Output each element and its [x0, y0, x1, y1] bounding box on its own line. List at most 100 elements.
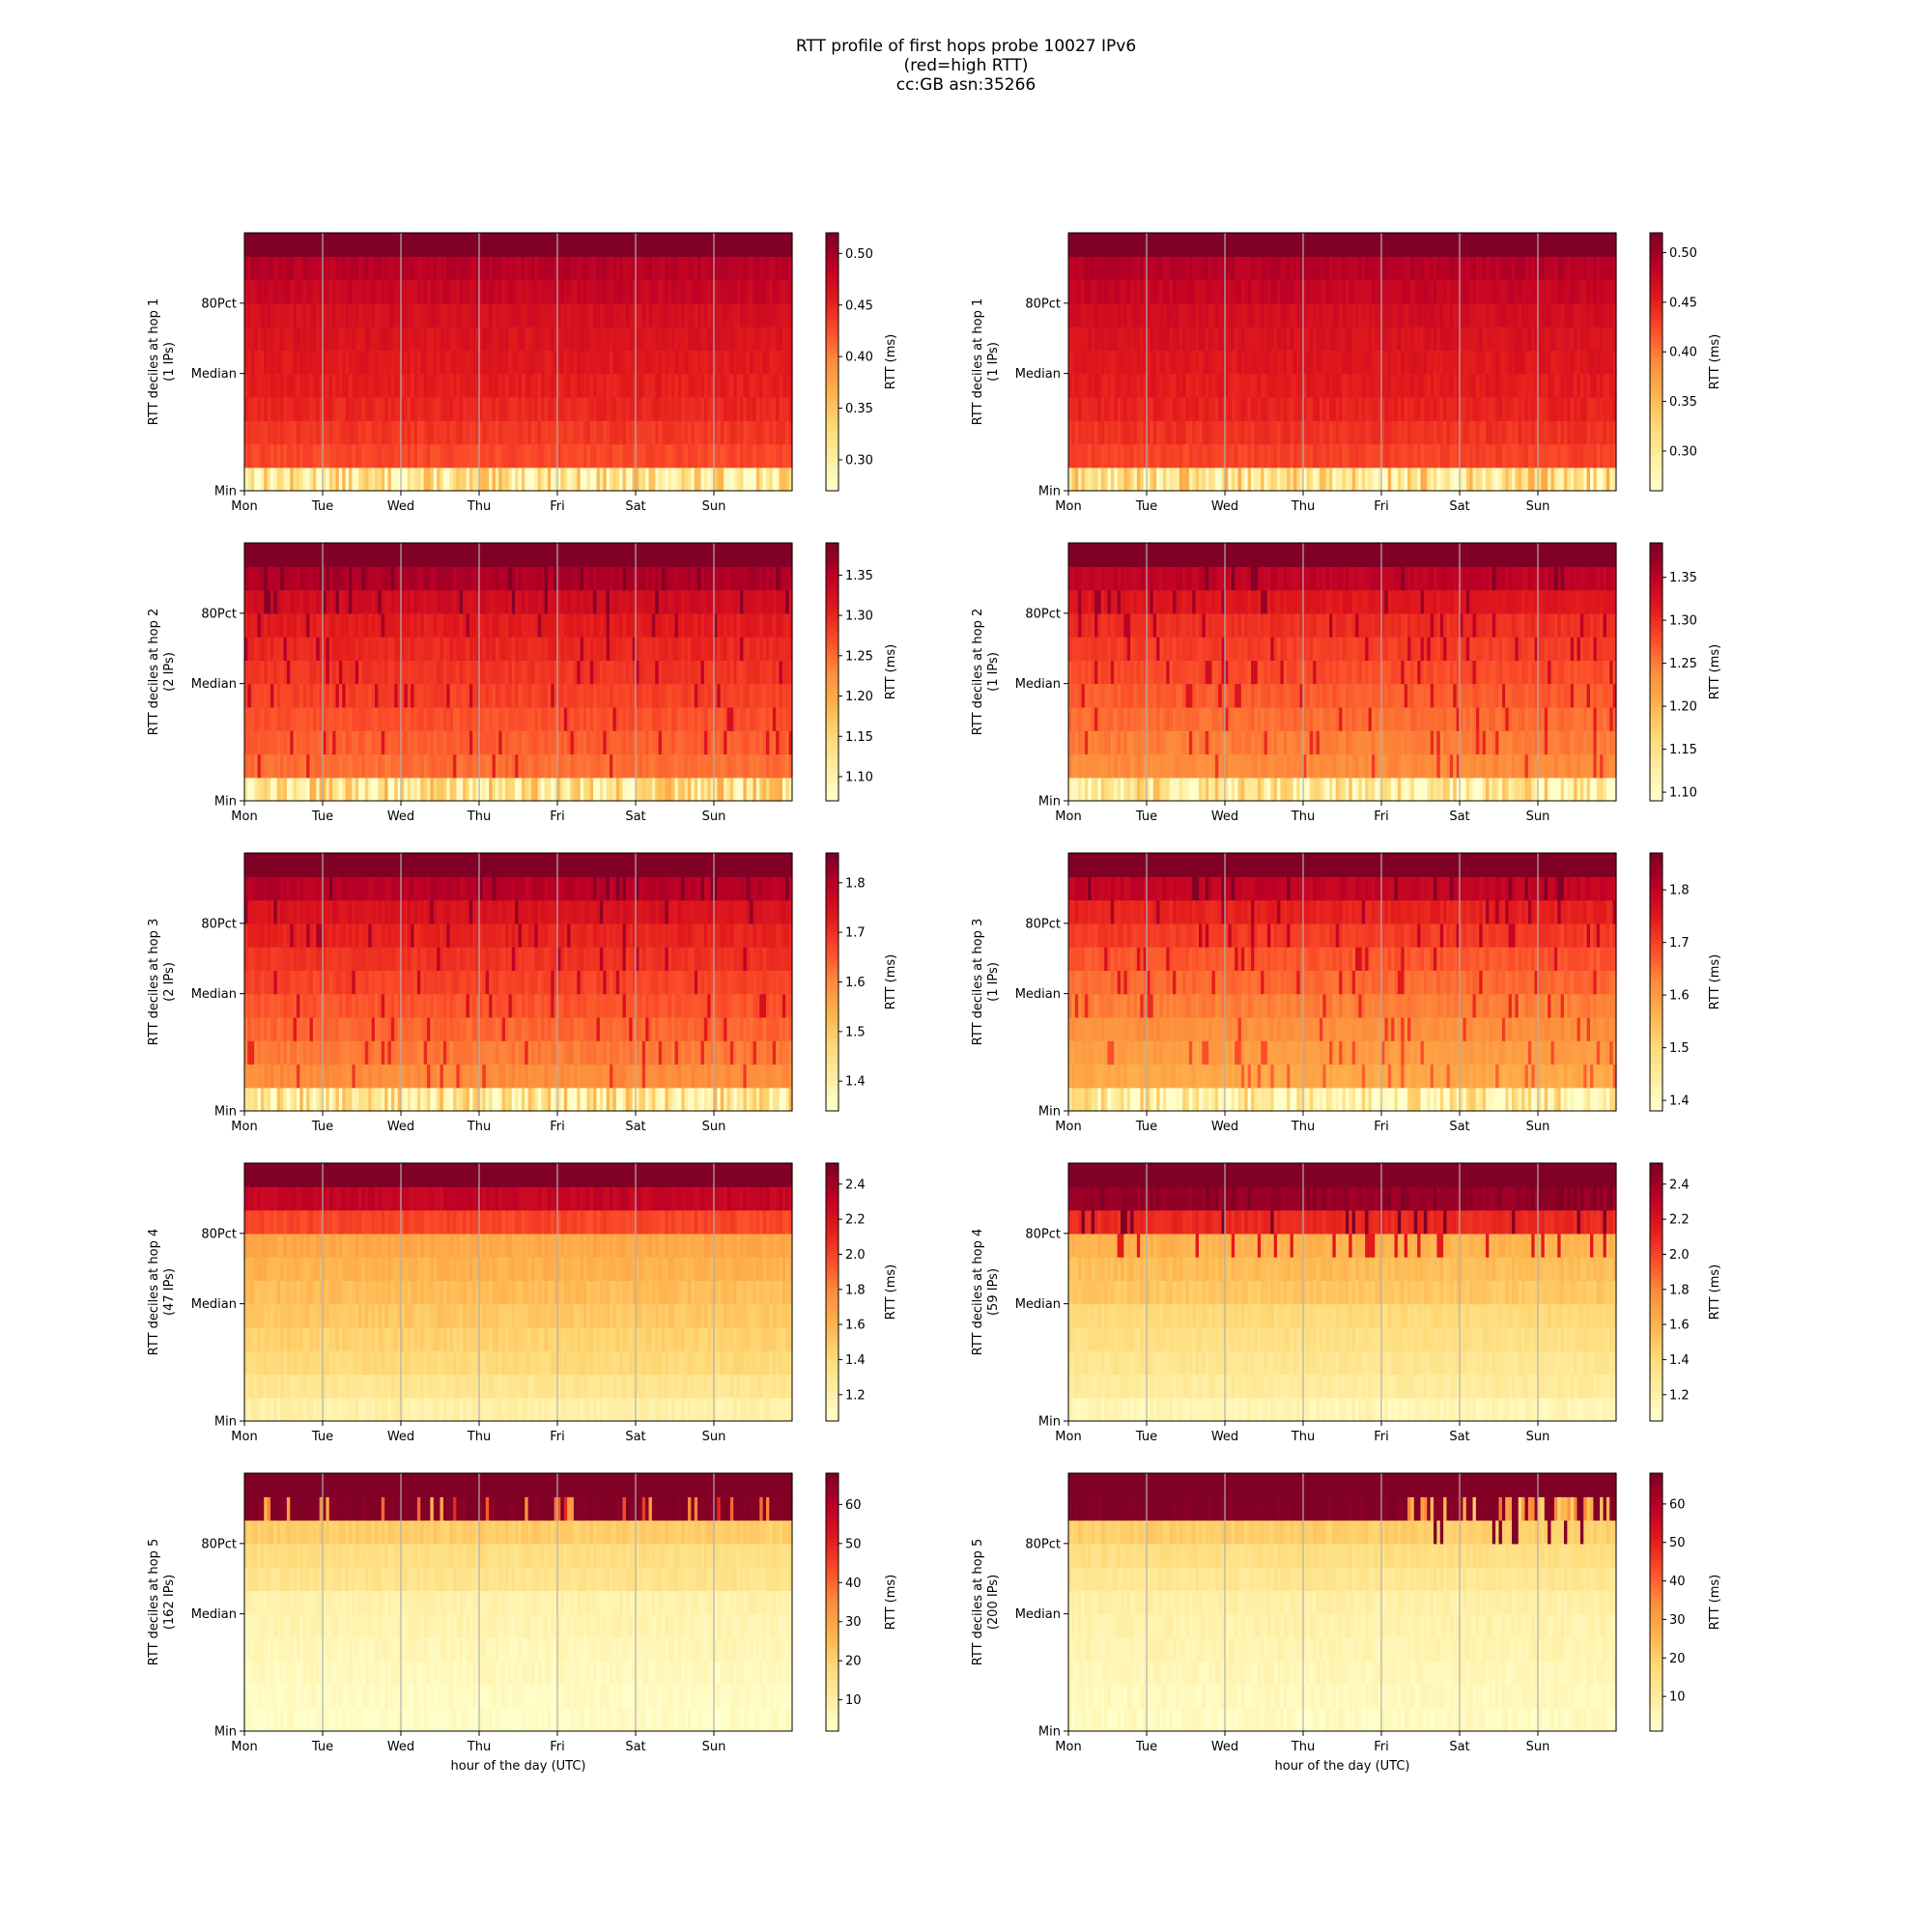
heatmap-cell: [1319, 420, 1323, 445]
heatmap-cell: [1365, 467, 1370, 492]
heatmap-cell: [583, 279, 587, 304]
heatmap-cell: [1121, 327, 1124, 351]
heatmap-cell: [1266, 302, 1271, 327]
heatmap-cell: [1368, 350, 1373, 375]
heatmap-cell: [1152, 467, 1157, 492]
heatmap-cell: [593, 327, 598, 351]
heatmap-cell: [1365, 350, 1370, 375]
heatmap-cell: [668, 279, 672, 304]
heatmap-cell: [599, 420, 604, 445]
heatmap-cell: [319, 327, 324, 351]
heatmap-cell: [671, 350, 676, 375]
heatmap-cell: [384, 279, 389, 304]
heatmap-cell: [776, 420, 781, 445]
heatmap-cell: [726, 279, 731, 304]
heatmap-cell: [508, 256, 513, 281]
heatmap-cell: [508, 396, 513, 421]
heatmap-cell: [394, 373, 399, 398]
heatmap-cell: [479, 302, 483, 327]
heatmap-cell: [629, 350, 634, 375]
heatmap-cell: [1114, 327, 1119, 351]
heatmap-cell: [714, 233, 718, 257]
heatmap-cell: [479, 256, 483, 281]
heatmap-cell: [1612, 373, 1617, 398]
heatmap-cell: [257, 302, 262, 327]
heatmap-cell: [1475, 420, 1480, 445]
heatmap-cell: [1313, 420, 1318, 445]
heatmap-cell: [534, 373, 539, 398]
heatmap-cell: [413, 302, 418, 327]
heatmap-cell: [342, 396, 347, 421]
heatmap-cell: [1156, 396, 1161, 421]
y-axis-label: RTT deciles at hop 1 (1 IPs): [147, 298, 177, 425]
heatmap-cell: [338, 350, 343, 375]
heatmap-cell: [1548, 420, 1552, 445]
heatmap-cell: [492, 373, 497, 398]
heatmap-cell: [349, 467, 353, 492]
heatmap-cell: [525, 420, 529, 445]
heatmap-cell: [260, 396, 265, 421]
heatmap-cell: [534, 443, 539, 469]
heatmap-cell: [641, 396, 646, 421]
heatmap-cell: [411, 302, 415, 327]
heatmap-cell: [1143, 373, 1148, 398]
heatmap-cell: [286, 467, 291, 492]
heatmap-cell: [606, 420, 611, 445]
heatmap-cell: [557, 279, 561, 304]
heatmap-cell: [750, 396, 754, 421]
heatmap-cell: [1590, 350, 1594, 375]
heatmap-cell: [518, 396, 523, 421]
heatmap-cell: [1384, 327, 1389, 351]
heatmap-cell: [1469, 350, 1474, 375]
heatmap-cell: [437, 396, 441, 421]
heatmap-cell: [1091, 327, 1095, 351]
heatmap-cell: [489, 302, 494, 327]
colorbar-segment: [1650, 370, 1662, 376]
heatmap-cell: [381, 233, 385, 257]
heatmap-cell: [1303, 467, 1307, 492]
colorbar-segment: [1650, 477, 1662, 483]
heatmap-cell: [525, 302, 529, 327]
heatmap-cell: [658, 327, 663, 351]
heatmap-cell: [1068, 350, 1072, 375]
heatmap-cell: [302, 420, 307, 445]
heatmap-cell: [482, 327, 487, 351]
heatmap-cell: [1143, 443, 1148, 469]
heatmap-cell: [733, 420, 738, 445]
heatmap-cell: [1609, 350, 1614, 375]
y-axis-label-line-1: RTT deciles at hop 1: [147, 298, 161, 425]
heatmap-cell: [1560, 420, 1565, 445]
heatmap-cell: [1173, 350, 1177, 375]
heatmap-cell: [1560, 302, 1565, 327]
heatmap-cell: [1446, 396, 1451, 421]
heatmap-cell: [1410, 350, 1415, 375]
heatmap-cell: [729, 396, 734, 421]
heatmap-cell: [593, 302, 598, 327]
heatmap-cell: [1596, 302, 1601, 327]
heatmap-cell: [299, 302, 304, 327]
heatmap-cell: [1560, 396, 1565, 421]
heatmap-cell: [1583, 396, 1588, 421]
heatmap-cell: [323, 396, 327, 421]
heatmap-cell: [560, 233, 565, 257]
heatmap-cell: [1091, 350, 1095, 375]
heatmap-cell: [1371, 443, 1376, 469]
heatmap-cell: [316, 233, 321, 257]
heatmap-cell: [1143, 420, 1148, 445]
heatmap-cell: [1544, 443, 1548, 469]
heatmap-cell: [1434, 327, 1437, 351]
heatmap-cell: [456, 443, 461, 469]
heatmap-cell: [1299, 373, 1304, 398]
heatmap-cell: [501, 443, 506, 469]
heatmap-cell: [440, 467, 444, 492]
heatmap-cell: [342, 256, 347, 281]
colorbar-tick-label: 0.30: [1669, 444, 1697, 459]
heatmap-cell: [1361, 302, 1366, 327]
colorbar-segment: [1650, 335, 1662, 341]
heatmap-cell: [1068, 279, 1072, 304]
heatmap-cell: [1264, 350, 1268, 375]
heatmap-cell: [267, 233, 271, 257]
heatmap-cell: [1439, 350, 1444, 375]
heatmap-cell: [1257, 420, 1262, 445]
heatmap-cell: [1469, 443, 1474, 469]
